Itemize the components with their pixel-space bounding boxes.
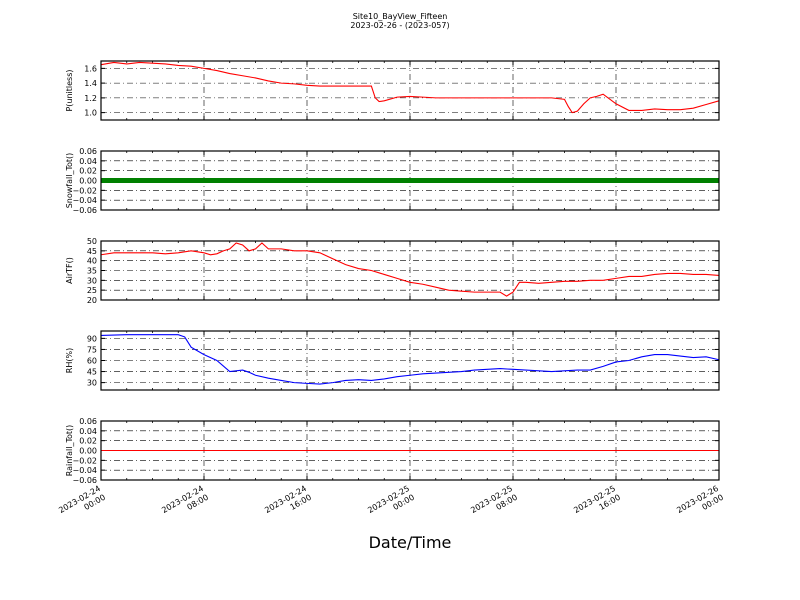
y-tick-label: 60 bbox=[87, 357, 97, 366]
y-tick-label: −0.04 bbox=[72, 466, 97, 475]
y-tick-label: 75 bbox=[87, 345, 97, 354]
series-line bbox=[100, 242, 720, 297]
y-tick-label: 0.00 bbox=[79, 177, 97, 186]
y-tick-label: 1.6 bbox=[84, 64, 97, 73]
y-tick-label: 25 bbox=[87, 286, 97, 295]
y-tick-label: 40 bbox=[87, 257, 97, 266]
series-line bbox=[100, 334, 720, 385]
y-tick-label: 1.0 bbox=[84, 109, 97, 118]
x-axis-label: Date/Time bbox=[368, 533, 452, 552]
y-tick-label: 0.02 bbox=[79, 437, 97, 446]
panel-frame bbox=[100, 240, 720, 301]
y-tick-label: 50 bbox=[87, 237, 97, 246]
panel-frame bbox=[100, 330, 720, 391]
chart-subtitle: 2023-02-26 - (2023-057) bbox=[350, 21, 450, 30]
y-tick-label: 0.04 bbox=[79, 157, 97, 166]
y-tick-label: −0.06 bbox=[72, 206, 97, 215]
y-tick-label: −0.04 bbox=[72, 196, 97, 205]
y-tick-label: 45 bbox=[87, 368, 97, 377]
series-line bbox=[100, 61, 720, 114]
y-tick-label: 1.2 bbox=[84, 94, 97, 103]
panel-frame bbox=[100, 60, 720, 121]
y-tick-label: 0.02 bbox=[79, 167, 97, 176]
y-tick-label: 30 bbox=[87, 379, 97, 388]
chart-title: Site10_BayView_Fifteen bbox=[352, 12, 448, 21]
panel-frame bbox=[100, 150, 720, 211]
y-tick-label: 45 bbox=[87, 247, 97, 256]
y-tick-label: 0.06 bbox=[79, 417, 97, 426]
y-tick-label: −0.06 bbox=[72, 476, 97, 485]
y-tick-label: 0.00 bbox=[79, 447, 97, 456]
y-tick-label: −0.02 bbox=[72, 456, 97, 465]
y-tick-label: 35 bbox=[87, 267, 97, 276]
y-tick-label: 0.06 bbox=[79, 147, 97, 156]
panel-frame bbox=[100, 420, 720, 481]
y-tick-label: 30 bbox=[87, 276, 97, 285]
y-axis-label: Rainfall_Tot() bbox=[65, 425, 74, 477]
y-axis-label: RH(%) bbox=[65, 348, 74, 373]
y-tick-label: 0.04 bbox=[79, 427, 97, 436]
y-tick-label: 1.4 bbox=[84, 79, 97, 88]
y-tick-label: 90 bbox=[87, 334, 97, 343]
y-tick-label: 20 bbox=[87, 296, 97, 305]
y-tick-label: −0.02 bbox=[72, 186, 97, 195]
y-axis-label: AirTF() bbox=[65, 257, 74, 284]
y-axis-label: P(unitless) bbox=[65, 69, 74, 111]
y-axis-label: Snowfall_Tot() bbox=[65, 153, 74, 209]
